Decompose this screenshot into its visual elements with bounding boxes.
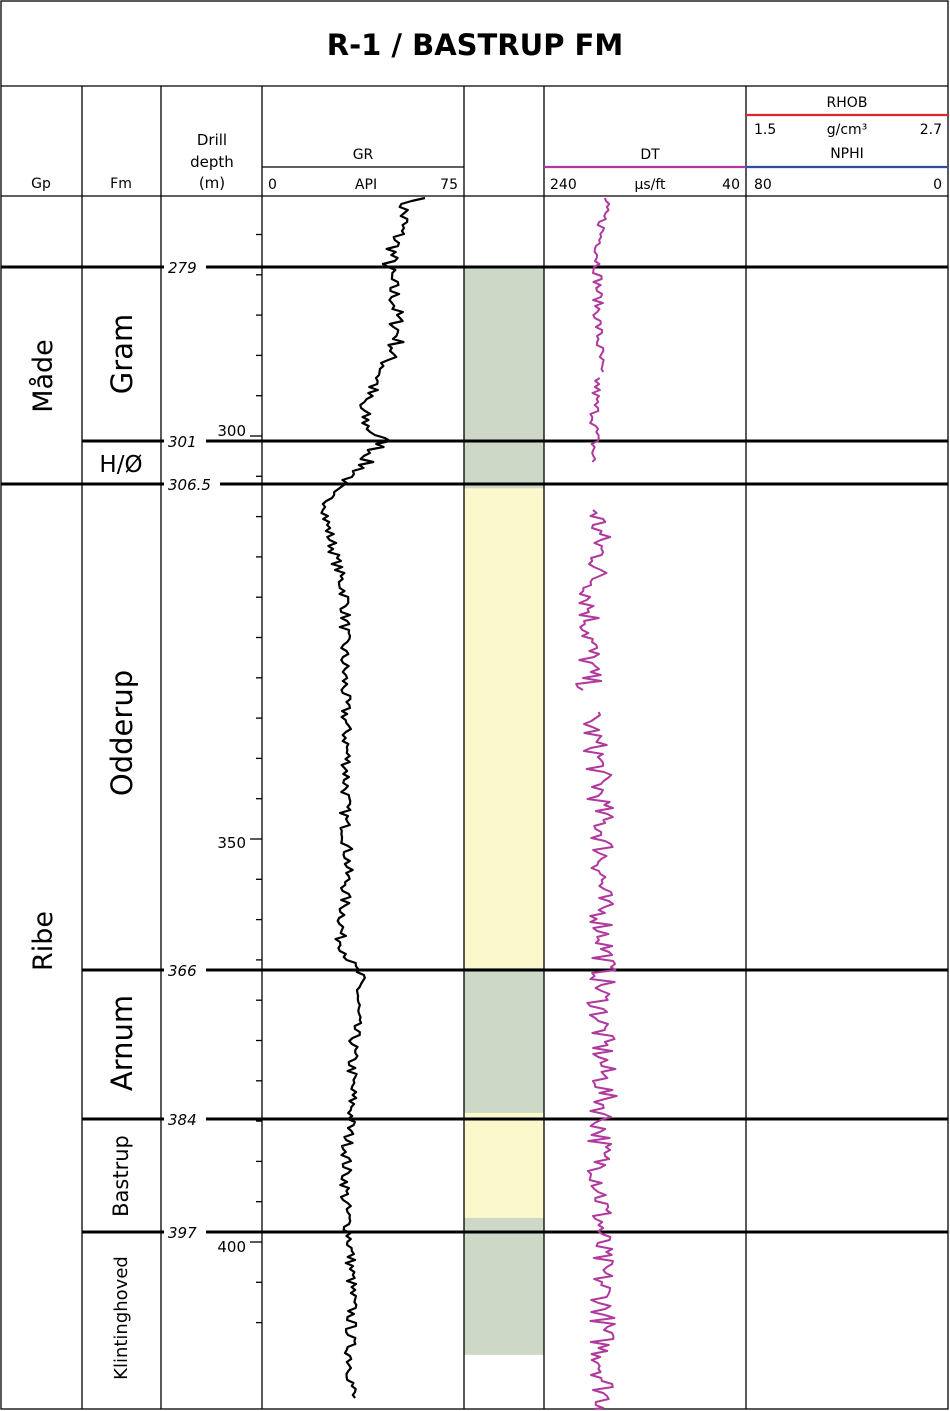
gp-header: Gp [31, 176, 51, 192]
gr-scale-min: 0 [268, 177, 277, 193]
formation-label-ho: H/Ø [99, 452, 142, 478]
gr-curve [320, 196, 426, 1399]
fm-header: Fm [110, 176, 132, 192]
lithology-zone-seal [464, 266, 544, 489]
formation-label-klintinghoved: Klintinghoved [111, 1256, 132, 1380]
lithology-zone-sand [464, 1113, 544, 1218]
rhob-scale-min: 1.5 [754, 122, 776, 138]
boundary-label-397: 397 [168, 1224, 197, 1242]
formation-boundaries [1, 265, 948, 1234]
dt-curve-segment [589, 377, 601, 463]
figure-title: R-1 / BASTRUP FM [327, 28, 623, 62]
boundary-label-384: 384 [168, 1111, 197, 1129]
depth-axis [250, 233, 262, 1324]
depth-tick-labels: 300 350 400 [217, 422, 246, 1256]
formation-label-odderup: Odderup [105, 670, 139, 796]
dt-curve [575, 197, 618, 1410]
gr-scale-unit: API [355, 177, 377, 193]
depth-header-line-2: depth [190, 153, 234, 171]
depth-header-line-1: Drill [197, 131, 227, 149]
lithology-zone-seal [464, 967, 544, 1114]
gr-scale-max: 75 [440, 177, 458, 193]
dt-curve-segment [592, 197, 611, 373]
group-labels: Måde Ribe [28, 339, 59, 971]
boundary-label-366: 366 [168, 962, 197, 980]
boundary-label-306-5: 306.5 [168, 476, 211, 494]
formation-labels: Gram H/Ø Odderup Arnum Bastrup Klintingh… [99, 314, 142, 1380]
column-headers: Gp Fm Drill depth (m) GR 0 API 75 DT 240… [31, 95, 948, 193]
depth-tick-label-400: 400 [217, 1238, 246, 1256]
boundary-label-301: 301 [168, 433, 197, 451]
dt-scale-max: 40 [722, 177, 740, 193]
nphi-scale-min: 80 [754, 177, 772, 193]
dt-curve-segment [582, 711, 618, 1410]
group-label-made: Måde [28, 339, 59, 413]
group-label-ribe: Ribe [28, 911, 59, 971]
rhob-scale-unit: g/cm³ [827, 122, 868, 138]
dt-scale-unit: µs/ft [634, 177, 666, 193]
nphi-track-name: NPHI [830, 146, 864, 162]
dt-track-name: DT [640, 147, 660, 163]
lithology-column [464, 266, 544, 1355]
dt-scale-min: 240 [550, 177, 577, 193]
formation-label-bastrup: Bastrup [109, 1135, 133, 1217]
formation-label-arnum: Arnum [105, 995, 139, 1091]
dt-curve-segment [575, 509, 612, 691]
rhob-scale-max: 2.7 [920, 122, 942, 138]
lithology-zone-seal [464, 1217, 544, 1355]
lithology-zone-sand [464, 488, 544, 968]
boundary-depth-labels: 279 301 306.5 366 384 397 [164, 256, 220, 1242]
nphi-scale-max: 0 [933, 177, 942, 193]
depth-header-line-3: (m) [199, 174, 225, 192]
formation-label-gram: Gram [105, 314, 139, 394]
rhob-track-name: RHOB [827, 95, 868, 111]
depth-tick-label-350: 350 [217, 834, 246, 852]
boundary-label-279: 279 [168, 259, 197, 277]
gr-track-name: GR [353, 147, 374, 163]
depth-tick-label-300: 300 [217, 422, 246, 440]
